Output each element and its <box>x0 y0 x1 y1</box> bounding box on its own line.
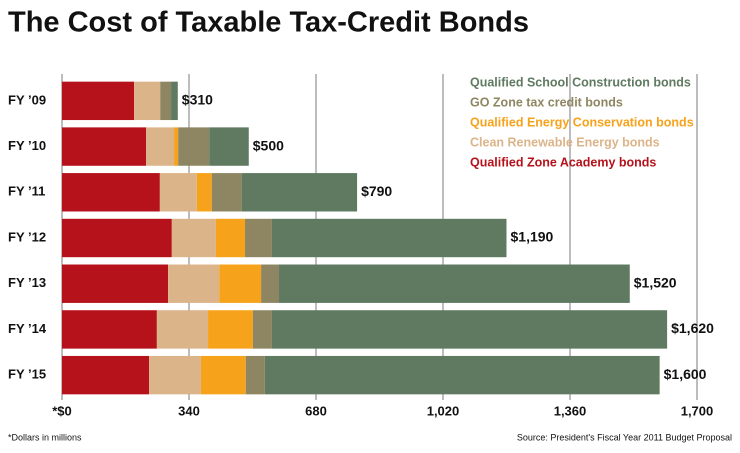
x-tick-label: 680 <box>305 403 327 418</box>
bar-segment <box>171 218 216 258</box>
bar-segment <box>245 218 272 258</box>
bar-segment <box>134 81 161 121</box>
bar-segment <box>160 81 172 121</box>
bar-segment <box>62 264 169 303</box>
y-tick-label: FY ’11 <box>8 184 45 199</box>
bar-segment <box>271 218 507 258</box>
bar-segment <box>196 173 212 212</box>
legend-entry: Qualified School Construction bonds <box>470 75 691 89</box>
total-label: $1,190 <box>511 229 554 245</box>
legend-entry: Clean Renewable Energy bonds <box>470 135 660 149</box>
bar-segment <box>62 218 172 258</box>
chart-title: The Cost of Taxable Tax-Credit Bonds <box>8 7 529 39</box>
bar-segment <box>178 127 210 166</box>
footnote: *Dollars in millions <box>8 432 82 442</box>
total-label: $310 <box>182 92 213 108</box>
total-label: $1,620 <box>671 320 714 336</box>
bar-segment <box>156 310 209 349</box>
bar-segment <box>174 127 179 166</box>
legend-entry: GO Zone tax credit bonds <box>470 95 623 109</box>
x-tick-label: 1,360 <box>554 403 587 418</box>
legend-entry: Qualified Energy Conservation bonds <box>470 115 694 129</box>
x-tick-label: *$0 <box>52 403 72 418</box>
y-tick-label: FY ’09 <box>8 92 46 107</box>
bar-segment <box>159 173 197 212</box>
bar-segment <box>241 173 358 212</box>
bar-segment <box>261 264 280 303</box>
bar-segment <box>146 127 175 166</box>
bar-segment <box>171 81 178 121</box>
bar-segment <box>62 355 150 395</box>
bar-segment <box>208 310 253 349</box>
bar-segment <box>219 264 262 303</box>
bar-segment <box>62 127 147 166</box>
bar-segment <box>62 310 157 349</box>
bar-segment <box>62 173 160 212</box>
bar-segment <box>62 81 135 121</box>
x-tick-label: 340 <box>178 403 200 418</box>
legend-entry: Qualified Zone Academy bonds <box>470 155 656 169</box>
bar-segment <box>211 173 242 212</box>
bar-segment <box>200 355 246 395</box>
y-tick-label: FY ’10 <box>8 138 46 153</box>
y-tick-label: FY ’13 <box>8 275 46 290</box>
bar-segment <box>279 264 630 303</box>
total-label: $1,520 <box>634 274 677 290</box>
y-tick-label: FY ’12 <box>8 229 46 244</box>
bar-segment <box>209 127 249 166</box>
x-tick-label: 1,700 <box>681 403 714 418</box>
total-label: $1,600 <box>664 366 707 382</box>
bar-segment <box>252 310 272 349</box>
bar-segment <box>168 264 220 303</box>
bar-segment <box>245 355 265 395</box>
source: Source: President's Fiscal Year 2011 Bud… <box>517 432 732 442</box>
x-tick-label: 1,020 <box>427 403 460 418</box>
bar-segment <box>149 355 201 395</box>
total-label: $500 <box>253 137 284 153</box>
y-tick-label: FY ’15 <box>8 367 46 382</box>
bar-segment <box>271 310 668 349</box>
bar-segment <box>215 218 246 258</box>
total-label: $790 <box>361 183 392 199</box>
y-tick-label: FY ’14 <box>8 321 47 336</box>
bar-segment <box>264 355 660 395</box>
